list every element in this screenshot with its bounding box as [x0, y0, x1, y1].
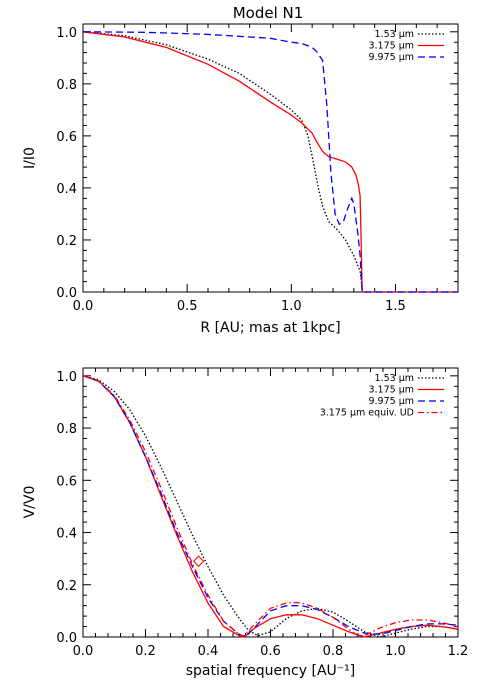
x-tick-label: 0.5 — [177, 299, 198, 314]
y-tick-label: 1.0 — [56, 26, 77, 41]
y-tick-label: 0.2 — [56, 234, 77, 249]
y-tick-label: 0.4 — [56, 527, 77, 542]
legend-label: 3.175 µm equiv. UD — [320, 408, 414, 419]
series-line-0 — [82, 375, 459, 638]
x-tick-label: 0.8 — [323, 644, 344, 659]
series-line-2 — [82, 31, 458, 293]
y-tick-label: 0.0 — [56, 286, 77, 301]
legend-label: 3.175 µm — [368, 41, 414, 52]
legend-label: 9.975 µm — [368, 396, 414, 407]
series-line-1 — [82, 31, 458, 293]
x-tick-label: 1.5 — [385, 299, 406, 314]
series-line-3 — [82, 375, 459, 638]
y-axis-title: I/I0 — [22, 147, 38, 169]
legend-label: 1.53 µm — [375, 373, 414, 384]
visibility-panel: 0.0 0.2 0.4 0.6 0.8 1.0 1.2 0.0 0.2 0.4 0.6 0.8 1.0 s… — [22, 367, 469, 679]
diamond-marker — [192, 555, 205, 567]
y-tick-label: 0.8 — [56, 422, 77, 437]
figure-title: Model N1 — [233, 4, 304, 22]
plot-frame — [82, 23, 459, 293]
series-line-2 — [82, 375, 459, 638]
y-tick-label: 0.2 — [56, 579, 77, 594]
y-tick-label: 0.6 — [56, 474, 77, 489]
x-tick-label: 1.2 — [448, 644, 469, 659]
x-tick-label: 0.4 — [198, 644, 219, 659]
legend-label: 1.53 µm — [375, 29, 414, 40]
legend-label: 9.975 µm — [368, 52, 414, 63]
x-tick-label: 0.0 — [73, 644, 94, 659]
x-axis-title: spatial frequency [AU⁻¹] — [186, 663, 355, 679]
x-tick-label: 1.0 — [281, 299, 302, 314]
x-tick-label: 0.0 — [73, 299, 94, 314]
intensity-profile-panel: 0.0 0.5 1.0 1.5 0.0 0.2 0.4 0.6 0.8 1.0 R [AU; mas… — [22, 23, 459, 336]
x-tick-label: 0.2 — [135, 644, 156, 659]
series-line-0 — [82, 31, 458, 293]
y-axis-title: V/V0 — [22, 486, 38, 519]
x-tick-label: 0.6 — [260, 644, 281, 659]
y-tick-label: 0.8 — [56, 78, 77, 93]
y-tick-label: 0.4 — [56, 182, 77, 197]
x-axis-title: R [AU; mas at 1kpc] — [200, 320, 340, 336]
y-tick-label: 0.0 — [56, 631, 77, 646]
x-tick-label: 1.0 — [385, 644, 406, 659]
y-tick-label: 0.6 — [56, 130, 77, 145]
y-tick-label: 1.0 — [56, 370, 77, 385]
legend-label: 3.175 µm — [368, 385, 414, 396]
